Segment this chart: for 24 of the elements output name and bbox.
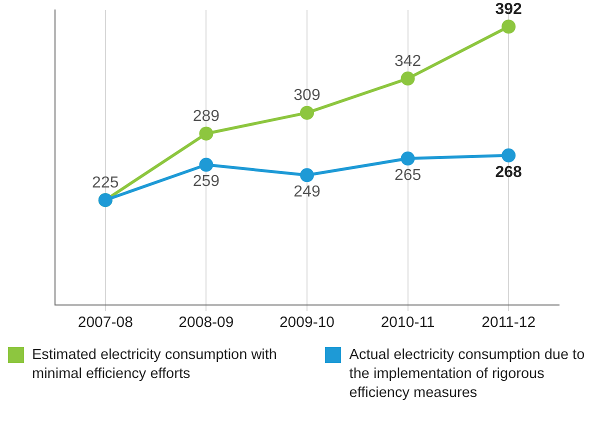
- data-label: 289: [192, 108, 220, 126]
- point: [400, 72, 415, 86]
- data-label: 225: [92, 174, 119, 192]
- x-tick-label: 2011-12: [482, 314, 536, 332]
- data-label: 265: [394, 166, 422, 184]
- data-label: 268: [495, 164, 522, 181]
- x-tick-label: 2007-08: [78, 314, 133, 332]
- point: [502, 148, 516, 162]
- legend-label: Estimated electricity consumption with minimal efficiency efforts: [32, 346, 278, 384]
- point: [400, 152, 415, 166]
- data-label: 342: [394, 52, 422, 70]
- point: [502, 20, 516, 34]
- data-label: 392: [495, 1, 522, 18]
- data-label: 309: [294, 87, 320, 104]
- point: [300, 168, 314, 182]
- data-label: 249: [294, 184, 320, 201]
- x-tick-label: 2010-11: [380, 314, 435, 332]
- data-label: 259: [192, 173, 220, 190]
- point: [199, 158, 214, 172]
- x-tick-label: 2008-09: [178, 314, 234, 332]
- legend-label: Actual electricity consumption due to the implementation of rigorous efficiency measures: [349, 346, 586, 403]
- x-tick-label: 2009-10: [279, 314, 335, 332]
- point: [300, 106, 314, 120]
- point: [199, 126, 214, 141]
